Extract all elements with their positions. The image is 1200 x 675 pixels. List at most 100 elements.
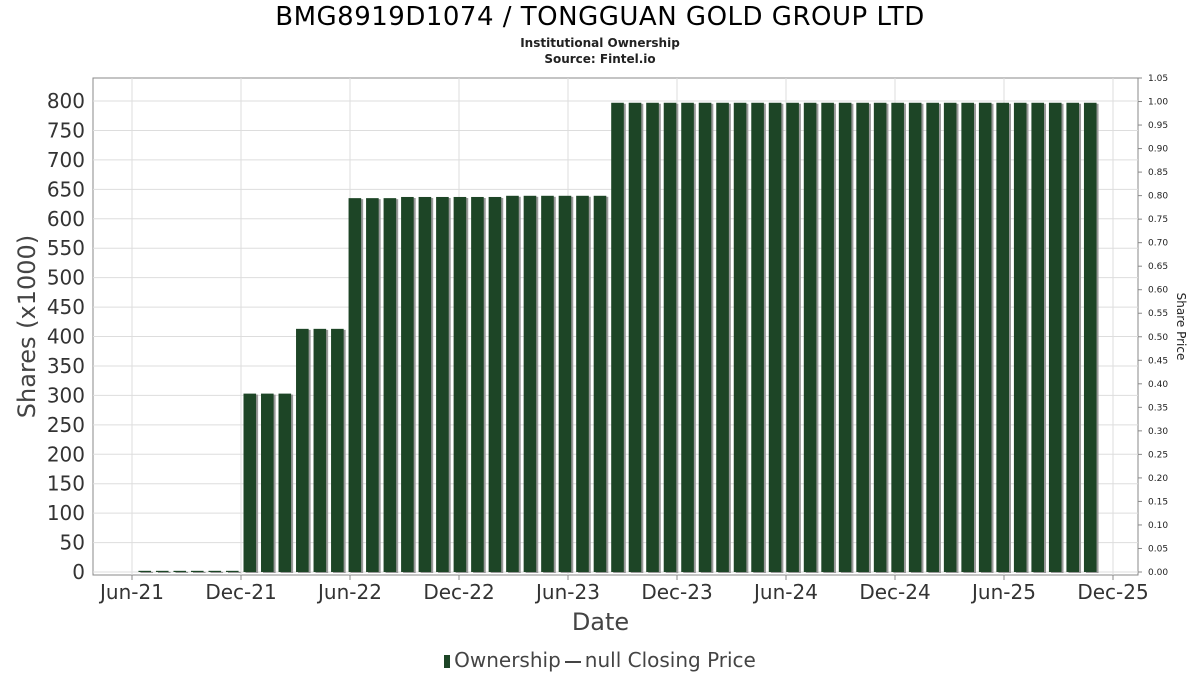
ownership-bar bbox=[401, 196, 414, 572]
ownership-bar bbox=[296, 328, 309, 572]
y-tick-label: 400 bbox=[47, 325, 85, 349]
x-tick-label: Dec-24 bbox=[859, 580, 930, 604]
ownership-bar bbox=[1031, 102, 1045, 573]
ownership-bar bbox=[873, 102, 887, 573]
bar-shadow bbox=[210, 571, 224, 573]
ownership-bar bbox=[313, 328, 327, 572]
legend-ownership-swatch bbox=[444, 655, 451, 668]
y-axis-title: Shares (x1000) bbox=[13, 235, 41, 418]
legend-price-swatch bbox=[564, 660, 581, 663]
ownership-bar bbox=[348, 198, 362, 573]
x-tick-label: Jun-25 bbox=[970, 580, 1036, 604]
ownership-bar bbox=[418, 196, 432, 572]
y-tick-label: 100 bbox=[47, 501, 85, 525]
y-tick-label: 550 bbox=[47, 236, 85, 260]
y2-tick-label: 0.80 bbox=[1148, 192, 1168, 202]
y-tick-label: 50 bbox=[60, 531, 85, 555]
ownership-bar bbox=[576, 195, 589, 572]
y-tick-label: 500 bbox=[47, 266, 85, 290]
ownership-bar bbox=[611, 102, 624, 573]
y-tick-label: 750 bbox=[47, 118, 85, 142]
y2-tick-label: 0.15 bbox=[1148, 497, 1168, 507]
y-tick-label: 150 bbox=[47, 472, 85, 496]
y2-tick-label: 0.90 bbox=[1148, 145, 1168, 155]
ownership-bar bbox=[558, 195, 572, 572]
ownership-bar bbox=[173, 570, 187, 572]
ownership-bar bbox=[628, 102, 642, 573]
ownership-bar bbox=[1066, 102, 1080, 573]
ownership-bar bbox=[698, 102, 712, 573]
ownership-bar bbox=[663, 102, 677, 573]
bar-shadow bbox=[157, 571, 171, 573]
ownership-bar bbox=[261, 393, 274, 572]
x-tick-label: Jun-22 bbox=[316, 580, 382, 604]
bar-shadow bbox=[227, 571, 241, 573]
x-tick-label: Jun-23 bbox=[534, 580, 600, 604]
ownership-bar bbox=[488, 196, 502, 572]
ownership-bar bbox=[1013, 102, 1027, 573]
y2-tick-label: 0.40 bbox=[1148, 380, 1168, 390]
ownership-bar bbox=[803, 102, 817, 573]
x-tick-label: Dec-22 bbox=[423, 580, 494, 604]
ownership-bar bbox=[838, 102, 852, 573]
x-tick-label: Dec-25 bbox=[1077, 580, 1148, 604]
y2-axis-title: Share Price bbox=[1174, 293, 1188, 361]
y-tick-label: 650 bbox=[47, 177, 85, 201]
y-tick-label: 300 bbox=[47, 383, 85, 407]
chart-title: BMG8919D1074 / TONGGUAN GOLD GROUP LTD bbox=[275, 2, 925, 32]
bar-shadow bbox=[140, 571, 154, 573]
y2-tick-label: 0.35 bbox=[1148, 403, 1168, 413]
ownership-bar bbox=[190, 570, 204, 572]
ownership-bar bbox=[646, 102, 659, 573]
y2-tick-label: 0.10 bbox=[1148, 521, 1168, 531]
ownership-bar bbox=[155, 570, 169, 572]
y2-tick-label: 1.05 bbox=[1148, 74, 1168, 84]
ownership-bar bbox=[996, 102, 1010, 573]
y2-tick-label: 0.25 bbox=[1148, 450, 1168, 460]
x-axis-title: Date bbox=[572, 608, 629, 636]
ownership-bar bbox=[716, 102, 729, 573]
y-tick-label: 250 bbox=[47, 413, 85, 437]
ownership-bar bbox=[786, 102, 799, 573]
y2-tick-label: 0.50 bbox=[1148, 333, 1168, 343]
ownership-bar bbox=[436, 196, 449, 572]
x-tick-label: Dec-23 bbox=[641, 580, 712, 604]
ownership-bar bbox=[681, 102, 694, 573]
ownership-bar bbox=[821, 102, 834, 573]
y2-tick-label: 0.30 bbox=[1148, 427, 1168, 437]
y2-tick-label: 0.85 bbox=[1148, 168, 1168, 178]
ownership-bar bbox=[366, 198, 379, 573]
ownership-bar bbox=[471, 196, 484, 572]
ownership-bar bbox=[961, 102, 974, 573]
ownership-bar bbox=[331, 328, 344, 572]
y2-tick-label: 0.20 bbox=[1148, 474, 1168, 484]
legend: Ownership null Closing Price bbox=[0, 648, 1200, 672]
ownership-bar bbox=[733, 102, 747, 573]
ownership-bar bbox=[856, 102, 869, 573]
chart-subtitle: Institutional Ownership bbox=[520, 36, 680, 50]
y-tick-label: 800 bbox=[47, 89, 85, 113]
y-tick-label: 200 bbox=[47, 442, 85, 466]
y-tick-label: 350 bbox=[47, 354, 85, 378]
legend-price-label: null Closing Price bbox=[584, 648, 756, 672]
ownership-bar bbox=[225, 570, 239, 572]
ownership-bar bbox=[1083, 102, 1097, 573]
ownership-bar bbox=[208, 570, 222, 572]
x-tick-label: Jun-21 bbox=[98, 580, 164, 604]
y2-tick-label: 0.60 bbox=[1148, 286, 1168, 296]
ownership-bar bbox=[751, 102, 764, 573]
y-tick-label: 700 bbox=[47, 148, 85, 172]
y2-tick-label: 0.00 bbox=[1148, 568, 1168, 578]
ownership-bar bbox=[523, 195, 537, 572]
ownership-bar bbox=[978, 102, 992, 573]
ownership-bar bbox=[138, 570, 152, 572]
y2-tick-label: 0.45 bbox=[1148, 356, 1168, 366]
ownership-bar bbox=[278, 393, 292, 572]
y2-tick-label: 1.00 bbox=[1148, 98, 1168, 108]
y2-tick-label: 0.95 bbox=[1148, 121, 1168, 131]
ownership-bar bbox=[383, 198, 397, 573]
chart-source: Source: Fintel.io bbox=[544, 52, 656, 66]
ownership-bar bbox=[1048, 102, 1062, 573]
ownership-bar bbox=[768, 102, 782, 573]
